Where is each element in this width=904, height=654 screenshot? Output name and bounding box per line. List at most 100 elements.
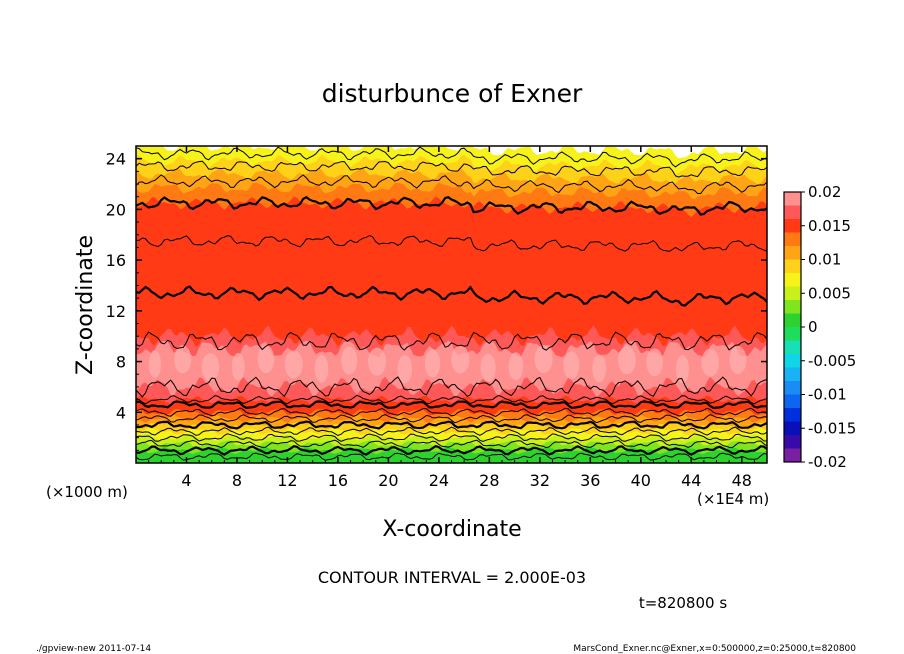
colorbar-swatch xyxy=(784,381,801,395)
y-tick-label: 24 xyxy=(106,150,126,169)
y-unit-label: (×1000 m) xyxy=(46,483,128,501)
contour-blob xyxy=(201,353,220,382)
contour-blob xyxy=(231,352,245,381)
x-tick-label: 44 xyxy=(681,471,701,490)
chart-title: disturbunce of Exner xyxy=(322,79,583,108)
colorbar-swatch xyxy=(784,421,801,435)
x-axis: 4 8 12 16 20 24 28 32 36 40 44 48 xyxy=(148,146,755,490)
colorbar-swatch xyxy=(784,367,801,381)
contour-blob xyxy=(341,346,358,375)
colorbar-swatch xyxy=(784,300,801,314)
contour-blob xyxy=(646,348,663,377)
contour-line xyxy=(136,439,767,449)
contour-blob xyxy=(592,354,607,383)
x-tick-label: 48 xyxy=(732,471,752,490)
colorbar-swatch xyxy=(784,259,801,273)
colorbar-label: -0.02 xyxy=(808,453,847,471)
contour-blob xyxy=(480,353,496,382)
x-tick-label: 36 xyxy=(580,471,600,490)
y-tick-label: 12 xyxy=(106,302,126,321)
x-tick-label: 20 xyxy=(378,471,398,490)
contour-blob xyxy=(508,352,524,381)
x-tick-label: 8 xyxy=(232,471,242,490)
contour-line xyxy=(136,174,767,194)
contour-interval: CONTOUR INTERVAL = 2.000E-03 xyxy=(318,568,586,587)
colorbar-label: 0.015 xyxy=(808,217,851,235)
contour-blob xyxy=(397,355,413,384)
contour-line xyxy=(136,407,767,418)
contour-lines xyxy=(136,146,767,461)
x-tick-label: 4 xyxy=(181,471,191,490)
contour-blob xyxy=(148,350,161,379)
colorbar-swatch xyxy=(784,205,801,219)
colorbar-label: -0.015 xyxy=(808,419,856,437)
colorbar-swatch xyxy=(784,327,801,341)
contour-line xyxy=(136,400,767,410)
contour-line xyxy=(136,195,767,216)
y-axis-label: Z-coordinate xyxy=(73,235,98,375)
colorbar-swatch xyxy=(784,354,801,368)
contour-blob xyxy=(284,350,303,379)
colorbar-swatch xyxy=(784,435,801,449)
colorbar-label: 0.01 xyxy=(808,251,841,269)
contour-line xyxy=(136,452,767,461)
x-tick-label: 40 xyxy=(631,471,651,490)
contour-line xyxy=(136,414,767,424)
colorbar-swatch xyxy=(784,273,801,287)
contour-blob xyxy=(729,345,747,374)
colorbar-swatch xyxy=(784,286,801,300)
contour-line xyxy=(136,420,767,430)
colorbar-swatch xyxy=(784,448,801,462)
contour-blob xyxy=(701,348,719,377)
y-axis: 4 8 12 16 20 24 xyxy=(106,150,767,451)
contour-line xyxy=(136,444,767,456)
contour-blob xyxy=(424,349,441,378)
colorbar-label: -0.01 xyxy=(808,386,847,404)
contour-blob xyxy=(368,347,387,376)
colorbar-swatch xyxy=(784,408,801,422)
contour-line xyxy=(136,285,767,307)
colorbar-swatch xyxy=(784,219,801,233)
contour-fill xyxy=(136,146,767,463)
y-tick-label: 16 xyxy=(106,251,126,270)
y-tick-label: 8 xyxy=(116,353,126,372)
x-tick-label: 24 xyxy=(429,471,449,490)
contour-line xyxy=(136,146,767,168)
contour-blob xyxy=(314,354,329,383)
footer-left: ./gpview-new 2011-07-14 xyxy=(36,644,151,654)
contour-blob xyxy=(675,355,689,384)
contour-blob xyxy=(174,345,192,374)
colorbar-label: 0.02 xyxy=(808,183,841,201)
colorbar-swatch xyxy=(784,394,801,408)
colorbar-label: 0.005 xyxy=(808,284,851,302)
colorbar-swatch xyxy=(784,192,801,206)
contour-line xyxy=(136,426,767,437)
contour-blob xyxy=(618,346,636,375)
contour-line xyxy=(136,234,767,252)
contour-blob xyxy=(563,351,580,380)
contour-blob xyxy=(451,345,470,374)
colorbar-swatch xyxy=(784,246,801,260)
x-tick-label: 28 xyxy=(479,471,499,490)
contour-line xyxy=(136,433,767,443)
contour-line xyxy=(136,160,767,178)
x-unit-label: (×1E4 m) xyxy=(697,490,769,508)
x-tick-label: 12 xyxy=(277,471,297,490)
colorbar-label: 0 xyxy=(808,318,818,336)
x-tick-label: 16 xyxy=(328,471,348,490)
y-tick-label: 4 xyxy=(116,403,126,422)
contour-blob xyxy=(534,345,553,374)
contour-line xyxy=(136,394,767,405)
x-axis-label: X-coordinate xyxy=(382,517,521,542)
contour-blob xyxy=(257,345,275,374)
y-tick-label: 20 xyxy=(106,200,126,219)
contour-line xyxy=(136,331,767,351)
colorbar-label: -0.005 xyxy=(808,352,856,370)
contour-line xyxy=(136,376,767,398)
colorbar-swatch xyxy=(784,313,801,327)
x-tick-label: 32 xyxy=(530,471,550,490)
colorbar: 0.02 0.015 0.01 0.005 0 -0.005 -0.01 -0.015 -0.0… xyxy=(783,183,856,471)
colorbar-swatch xyxy=(784,340,801,354)
